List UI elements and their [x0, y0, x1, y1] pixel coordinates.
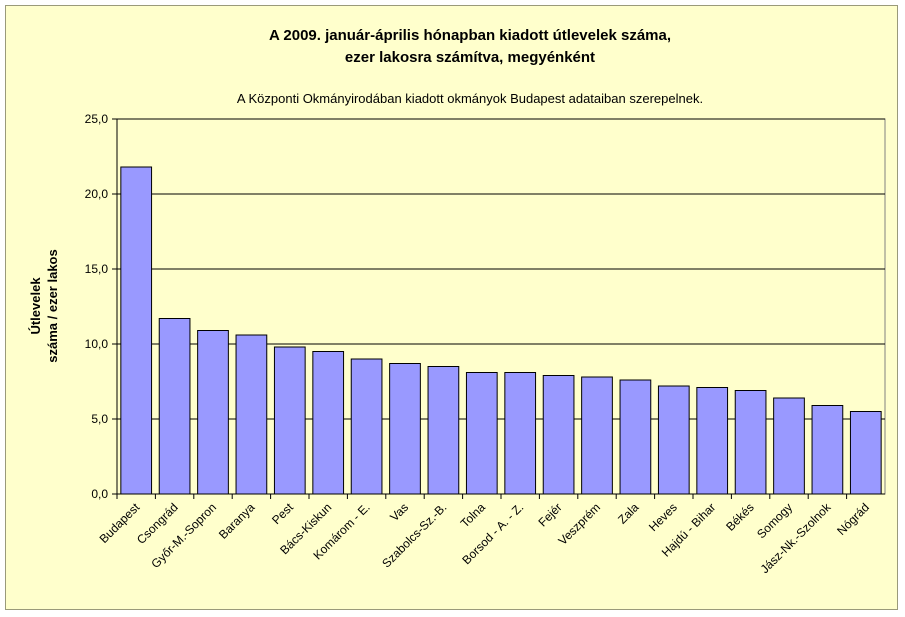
bar — [158, 318, 191, 495]
chart-title-line-1: A 2009. január-április hónapban kiadott … — [269, 27, 671, 44]
bar — [465, 372, 498, 495]
bar — [696, 387, 729, 495]
y-tick-label: 10,0 — [85, 337, 109, 351]
x-category-label: Jász-Nk.-Szolnok — [758, 500, 835, 577]
y-tick-label: 5,0 — [91, 412, 108, 426]
bar — [581, 376, 613, 495]
bar — [197, 330, 229, 495]
bar — [120, 166, 153, 495]
axes — [116, 119, 885, 495]
chart-title-line-2: ezer lakosra számítva, megyénként — [345, 49, 595, 66]
plot-area — [116, 118, 886, 495]
bar — [235, 334, 268, 495]
x-category-label: Békés — [723, 500, 756, 533]
y-tick-labels: 0,0 5,0 10,0 15,0 20,0 25,0 — [85, 112, 109, 501]
bar — [849, 411, 882, 495]
bar — [350, 358, 383, 495]
bars — [116, 166, 882, 499]
bar — [657, 385, 690, 495]
chart-subtitle: A Központi Okmányirodában kiadott okmány… — [237, 91, 703, 106]
bar — [273, 346, 306, 495]
bar — [427, 366, 460, 495]
y-tick-label: 25,0 — [85, 112, 109, 126]
bar — [773, 397, 805, 495]
y-axis-label-line-2: száma / ezer lakos — [45, 249, 60, 362]
x-category-label: Tolna — [458, 500, 488, 530]
bar — [811, 405, 844, 495]
bar — [312, 351, 345, 495]
bar — [542, 375, 575, 495]
bar — [504, 372, 537, 495]
x-category-label: Nógrád — [834, 500, 872, 538]
x-category-label: Vas — [387, 500, 411, 524]
y-axis-label-line-1: Útlevelek — [28, 277, 43, 335]
y-tick-label: 20,0 — [85, 187, 109, 201]
x-category-label: Zala — [615, 500, 642, 527]
bar — [734, 390, 767, 495]
x-category-label: Fejér — [535, 500, 564, 529]
x-category-label: Baranya — [216, 500, 258, 542]
y-axis-label: Útlevelek száma / ezer lakos — [28, 249, 60, 362]
x-category-label: Veszprém — [555, 500, 603, 548]
x-category-label: Pest — [269, 500, 296, 527]
x-category-label: Heves — [646, 500, 680, 534]
y-tick-label: 0,0 — [91, 487, 108, 501]
bar — [619, 379, 652, 495]
bar — [389, 363, 421, 495]
y-tick-label: 15,0 — [85, 262, 109, 276]
